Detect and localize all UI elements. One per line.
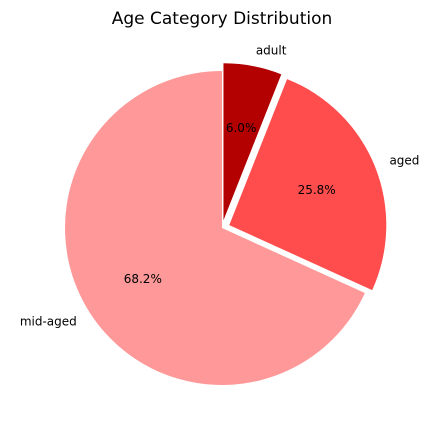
slice-pct-mid-aged: 68.2% bbox=[124, 272, 162, 286]
pie-slice-aged bbox=[229, 79, 387, 291]
pie-labels: adult 6.0% aged 25.8% mid-aged 68.2% bbox=[20, 44, 420, 329]
pie-slice-adult bbox=[223, 63, 282, 221]
pie-slice-mid-aged bbox=[65, 71, 365, 386]
chart-title: Age Category Distribution bbox=[112, 9, 333, 29]
pie-slices bbox=[65, 63, 387, 386]
slice-pct-aged: 25.8% bbox=[298, 183, 336, 197]
slice-label-mid-aged: mid-aged bbox=[20, 314, 77, 328]
slice-label-aged: aged bbox=[389, 153, 419, 167]
slice-label-adult: adult bbox=[256, 44, 287, 58]
slice-pct-adult: 6.0% bbox=[226, 121, 257, 135]
